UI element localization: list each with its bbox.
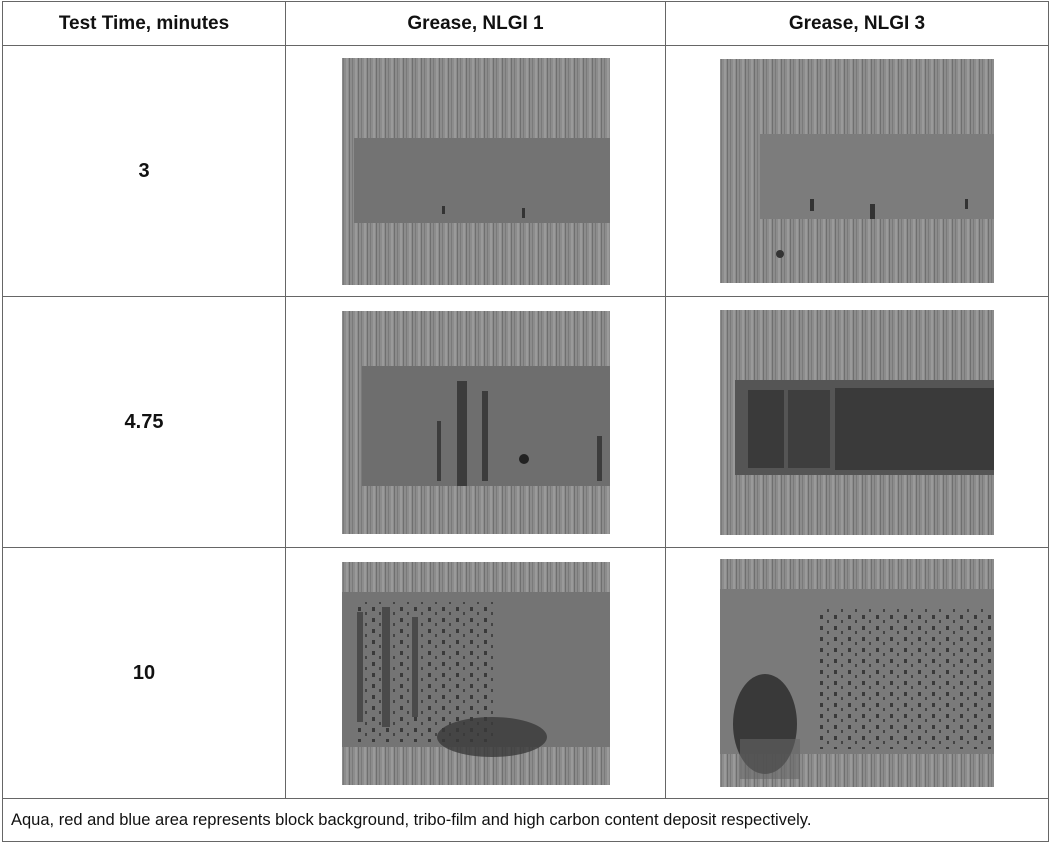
header-cell: Grease, NLGI 1 bbox=[285, 1, 666, 46]
row: 4.75 bbox=[2, 296, 1049, 548]
header-row: Test Time, minutes Grease, NLGI 1 Grease… bbox=[2, 1, 1049, 46]
micrograph bbox=[341, 561, 610, 785]
micrograph bbox=[720, 309, 994, 535]
micrograph bbox=[341, 57, 610, 285]
image-cell bbox=[285, 547, 666, 799]
image-cell bbox=[665, 547, 1049, 799]
row: 3 bbox=[2, 45, 1049, 297]
footnote: Aqua, red and blue area represents block… bbox=[2, 798, 1049, 842]
image-cell bbox=[285, 45, 666, 297]
image-cell bbox=[665, 296, 1049, 548]
micrograph bbox=[720, 59, 994, 283]
time-cell: 4.75 bbox=[2, 296, 286, 548]
row: 10 bbox=[2, 547, 1049, 799]
time-cell: 10 bbox=[2, 547, 286, 799]
header-cell: Test Time, minutes bbox=[2, 1, 286, 46]
header-cell: Grease, NLGI 3 bbox=[665, 1, 1049, 46]
micrograph bbox=[341, 310, 610, 534]
image-cell bbox=[665, 45, 1049, 297]
time-cell: 3 bbox=[2, 45, 286, 297]
footnote-row: Aqua, red and blue area represents block… bbox=[2, 798, 1049, 842]
image-cell bbox=[285, 296, 666, 548]
micrograph bbox=[720, 559, 994, 787]
